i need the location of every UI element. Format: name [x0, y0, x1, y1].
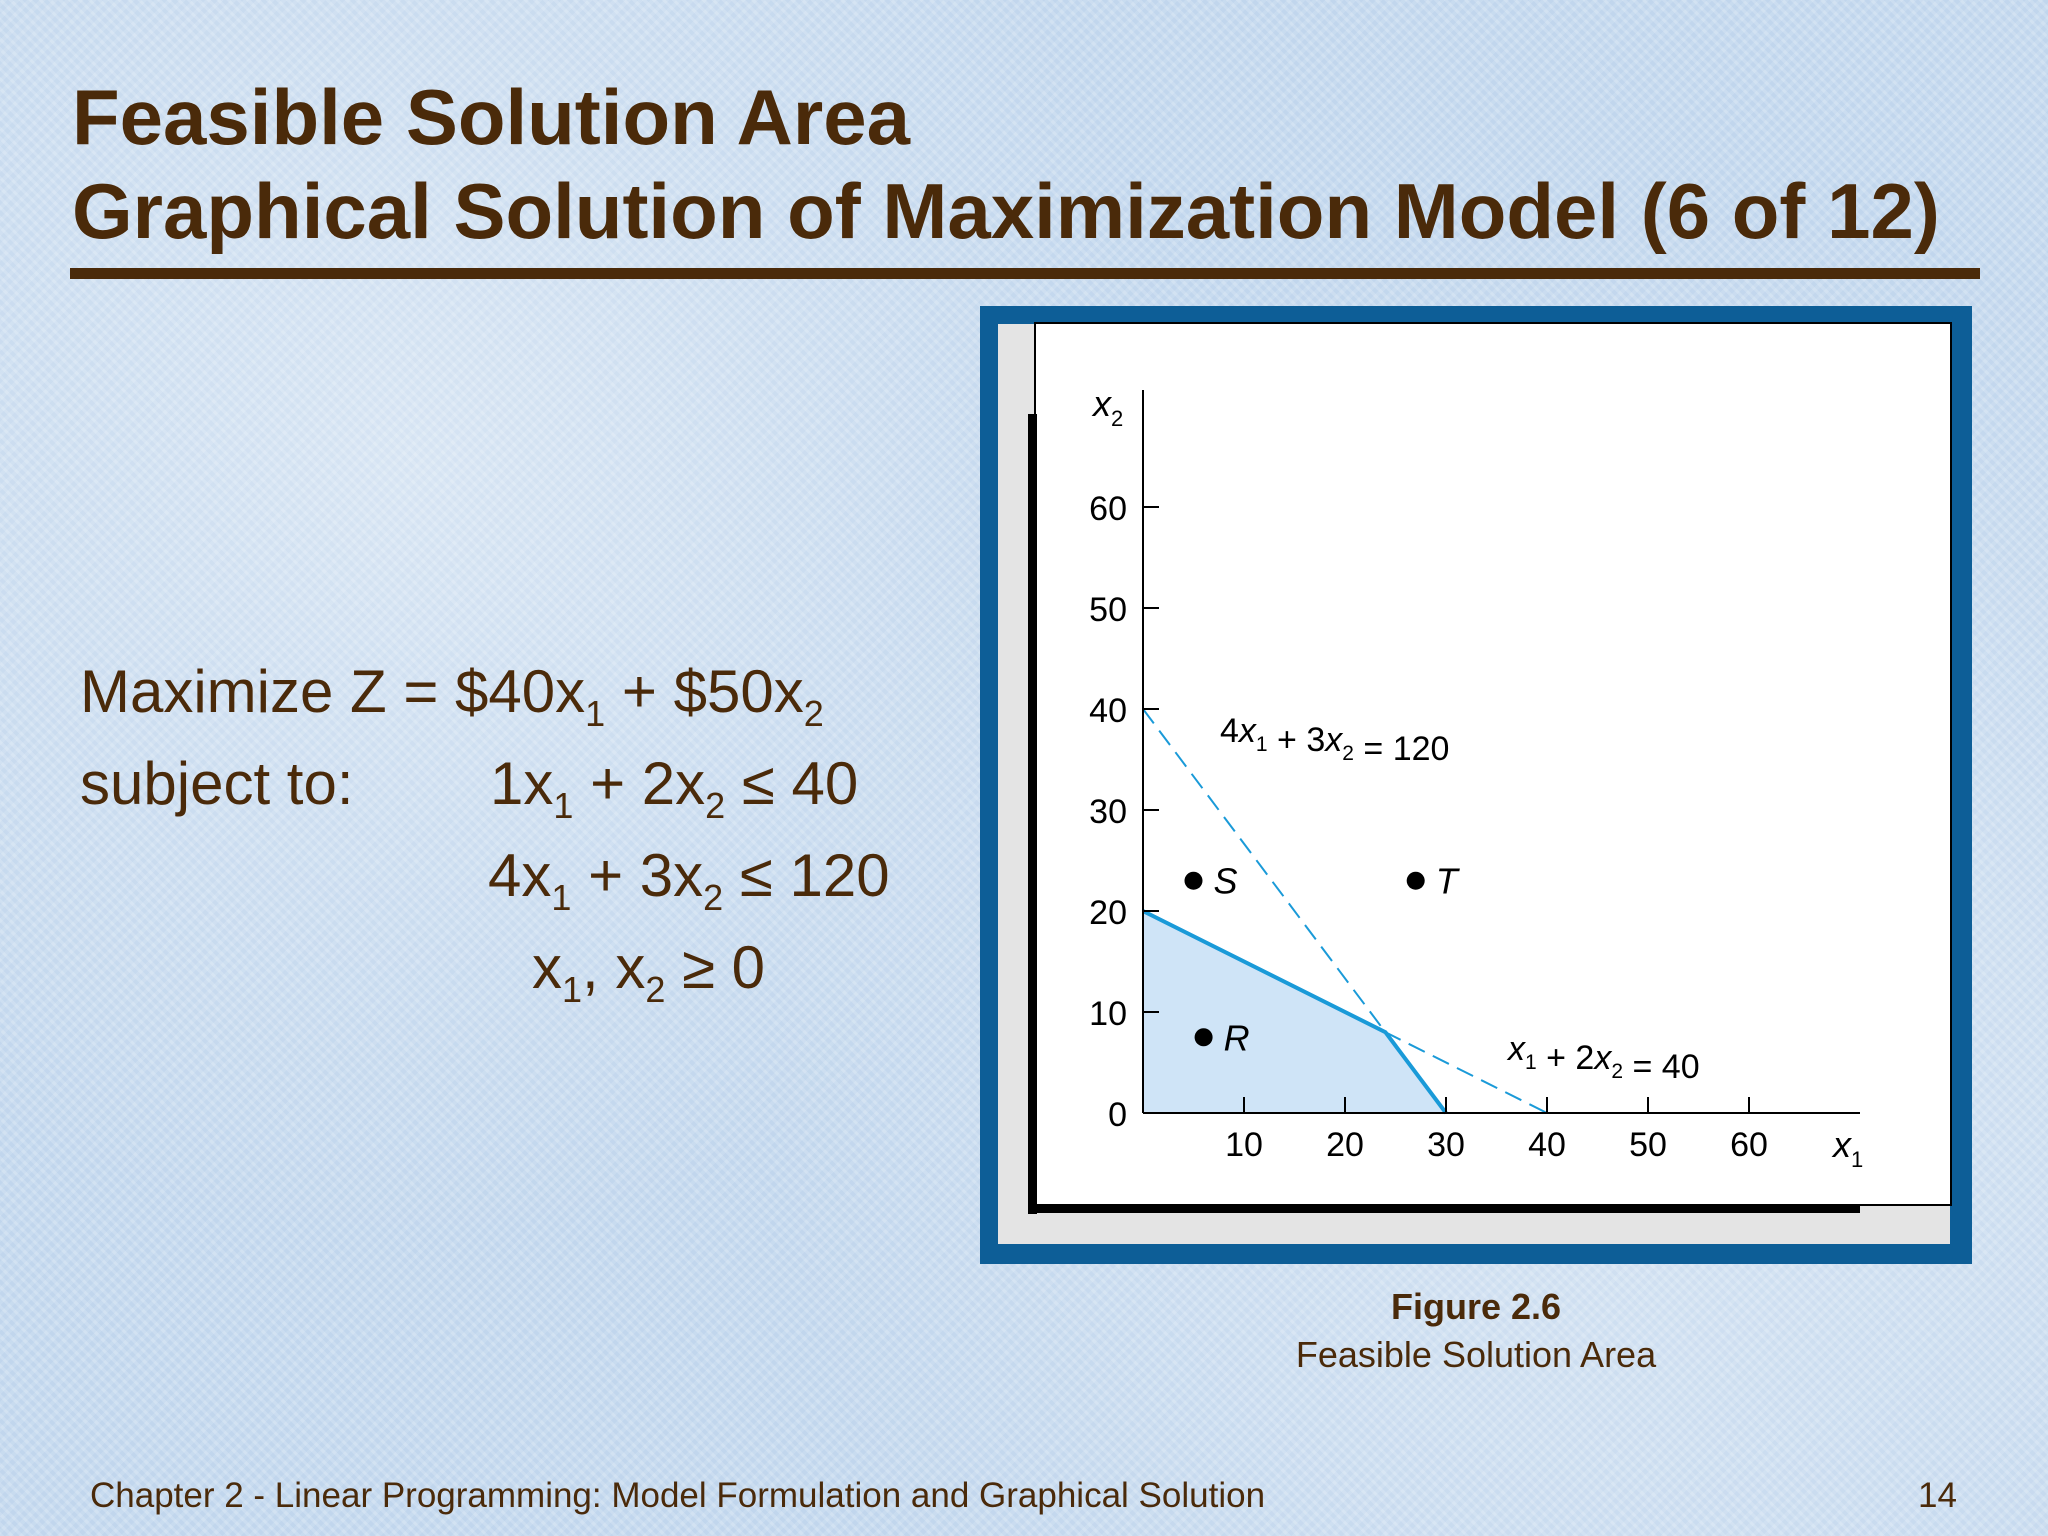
nonnegativity-constraint: x1, x2 ≥ 0 [532, 934, 766, 1010]
x-tick-label: 60 [1730, 1126, 1768, 1164]
constraint-label-1: 4x1 + 3x2 = 120 [1220, 712, 1449, 768]
y-tick-label: 0 [1108, 1096, 1127, 1134]
objective-function: Maximize Z = $40x1 + $50x2 [80, 658, 824, 734]
constraint-1: 1x1 + 2x2 ≤ 40 [490, 750, 859, 826]
point-t [1406, 871, 1425, 890]
footer-chapter-text: Chapter 2 - Linear Programming: Model Fo… [90, 1476, 1266, 1515]
point-r [1194, 1028, 1213, 1047]
figure-caption: Feasible Solution Area [1295, 1334, 1657, 1375]
figure-number: Figure 2.6 [1390, 1286, 1562, 1327]
slide-title: Feasible Solution Area Graphical Solutio… [72, 70, 1940, 258]
point-label-r: R [1224, 1017, 1250, 1058]
y-tick-label: 40 [1089, 692, 1127, 730]
constraint-line-1 [1142, 708, 1447, 1114]
x-tick-label: 10 [1225, 1126, 1263, 1164]
y-axis-label: x2 [1091, 383, 1123, 431]
y-tick-label: 60 [1089, 490, 1127, 528]
y-tick-label: 30 [1089, 793, 1127, 831]
x-tick-label: 50 [1629, 1126, 1667, 1164]
point-label-s: S [1214, 861, 1238, 902]
x-tick-label: 30 [1427, 1126, 1465, 1164]
x-axis-label: x1 [1831, 1124, 1863, 1172]
point-label-t: T [1436, 861, 1461, 902]
constraint-label-2: x1 + 2x2 = 40 [1506, 1030, 1700, 1086]
panel-shadow-bottom [1028, 1204, 1860, 1213]
constraint-2: 4x1 + 3x2 ≤ 120 [488, 842, 890, 918]
panel-shadow-left [1028, 414, 1037, 1214]
title-line-1: Feasible Solution Area [72, 73, 910, 161]
y-tick-label: 10 [1089, 995, 1127, 1033]
feasible-region [1143, 911, 1446, 1113]
title-line-2: Graphical Solution of Maximization Model… [72, 167, 1940, 255]
x-tick-label: 20 [1326, 1126, 1364, 1164]
x-tick-label: 40 [1528, 1126, 1566, 1164]
page-number: 14 [1918, 1476, 1957, 1515]
y-tick-label: 20 [1089, 894, 1127, 932]
panel-border [1034, 322, 1952, 1206]
y-tick-label: 50 [1089, 591, 1127, 629]
point-s [1184, 871, 1203, 890]
title-divider [70, 268, 1980, 279]
constraint-line-2 [1142, 910, 1548, 1114]
subject-to-label: subject to: [80, 750, 354, 817]
